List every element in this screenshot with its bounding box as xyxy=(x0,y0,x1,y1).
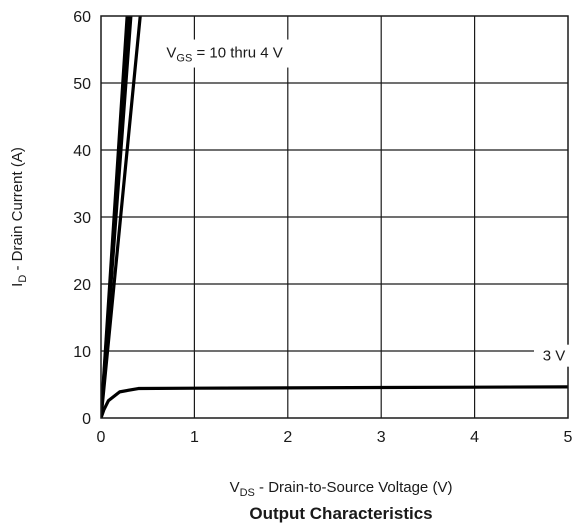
x-tick-label: 4 xyxy=(470,429,479,446)
plot-frame xyxy=(100,15,569,419)
x-tick-label: 0 xyxy=(97,429,106,446)
y-tick-label: 50 xyxy=(73,76,91,93)
y-tick-label: 20 xyxy=(73,277,91,294)
series-group xyxy=(101,16,568,418)
y-tick-label: 60 xyxy=(73,9,91,26)
grid xyxy=(101,16,568,418)
x-axis-label: VDS - Drain-to-Source Voltage (V) xyxy=(230,479,453,499)
x-tick-label: 1 xyxy=(190,429,199,446)
y-tick-label: 0 xyxy=(82,411,91,428)
y-axis-label: ID - Drain Current (A) xyxy=(9,147,29,287)
vgs-annotation: VGS = 10 thru 4 V xyxy=(166,45,282,65)
series-line-4 xyxy=(101,385,568,418)
chart-title: Output Characteristics xyxy=(249,504,432,523)
y-tick-label: 10 xyxy=(73,344,91,361)
3v-annotation-bg xyxy=(533,344,574,367)
x-tick-label: 2 xyxy=(283,429,292,446)
x-tick-label: 3 xyxy=(377,429,386,446)
x-tick-label: 5 xyxy=(564,429,573,446)
y-tick-label: 30 xyxy=(73,210,91,227)
y-tick-label: 40 xyxy=(73,143,91,160)
3v-annotation: 3 V xyxy=(543,348,566,365)
series-line-3 xyxy=(101,16,142,418)
vgs-annotation-bg xyxy=(161,39,322,68)
